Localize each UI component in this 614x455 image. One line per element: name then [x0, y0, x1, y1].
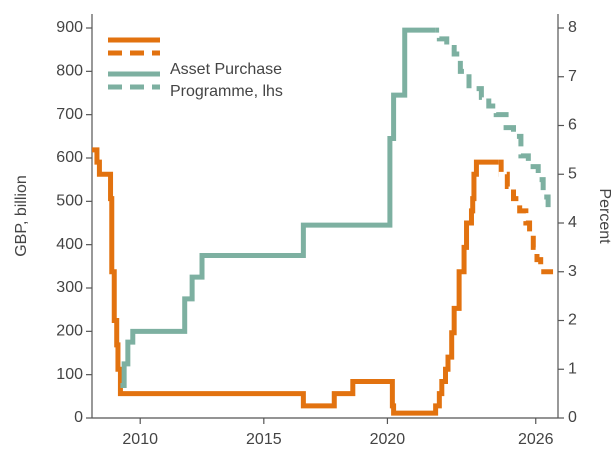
y2-tick-label: 3	[568, 263, 577, 280]
series-line	[120, 27, 436, 388]
y2-tick-label: 6	[568, 117, 577, 134]
x-tick-label: 2026	[518, 431, 554, 448]
y-tick-label: 400	[56, 236, 83, 253]
y2-tick-label: 7	[568, 68, 577, 85]
y2-tick-label: 1	[568, 360, 577, 377]
x-tick-label: 2010	[122, 431, 158, 448]
y-tick-label: 800	[56, 63, 83, 80]
y2-tick-label: 5	[568, 165, 577, 182]
y-tick-label: 700	[56, 106, 83, 123]
y2-tick-label: 2	[568, 312, 577, 329]
y-tick-label: 600	[56, 149, 83, 166]
y2-tick-label: 8	[568, 19, 577, 36]
y-axis-label: GBP, billion	[13, 175, 30, 257]
y2-axis-label: Percent	[596, 188, 613, 244]
y-tick-label: 200	[56, 323, 83, 340]
y-tick-label: 0	[74, 409, 83, 426]
series-line-projection	[435, 27, 554, 213]
series-line	[92, 147, 499, 416]
y-tick-label: 100	[56, 366, 83, 383]
y-tick-label: 500	[56, 193, 83, 210]
legend-label: Asset Purchase Programme, lhs	[170, 61, 283, 100]
x-tick-label: 2015	[246, 431, 282, 448]
x-tick-label: 2020	[370, 431, 406, 448]
y2-tick-label: 0	[568, 409, 577, 426]
y-tick-label: 900	[56, 19, 83, 36]
y2-tick-label: 4	[568, 214, 577, 231]
series-line-projection	[498, 159, 554, 275]
y-tick-label: 300	[56, 279, 83, 296]
